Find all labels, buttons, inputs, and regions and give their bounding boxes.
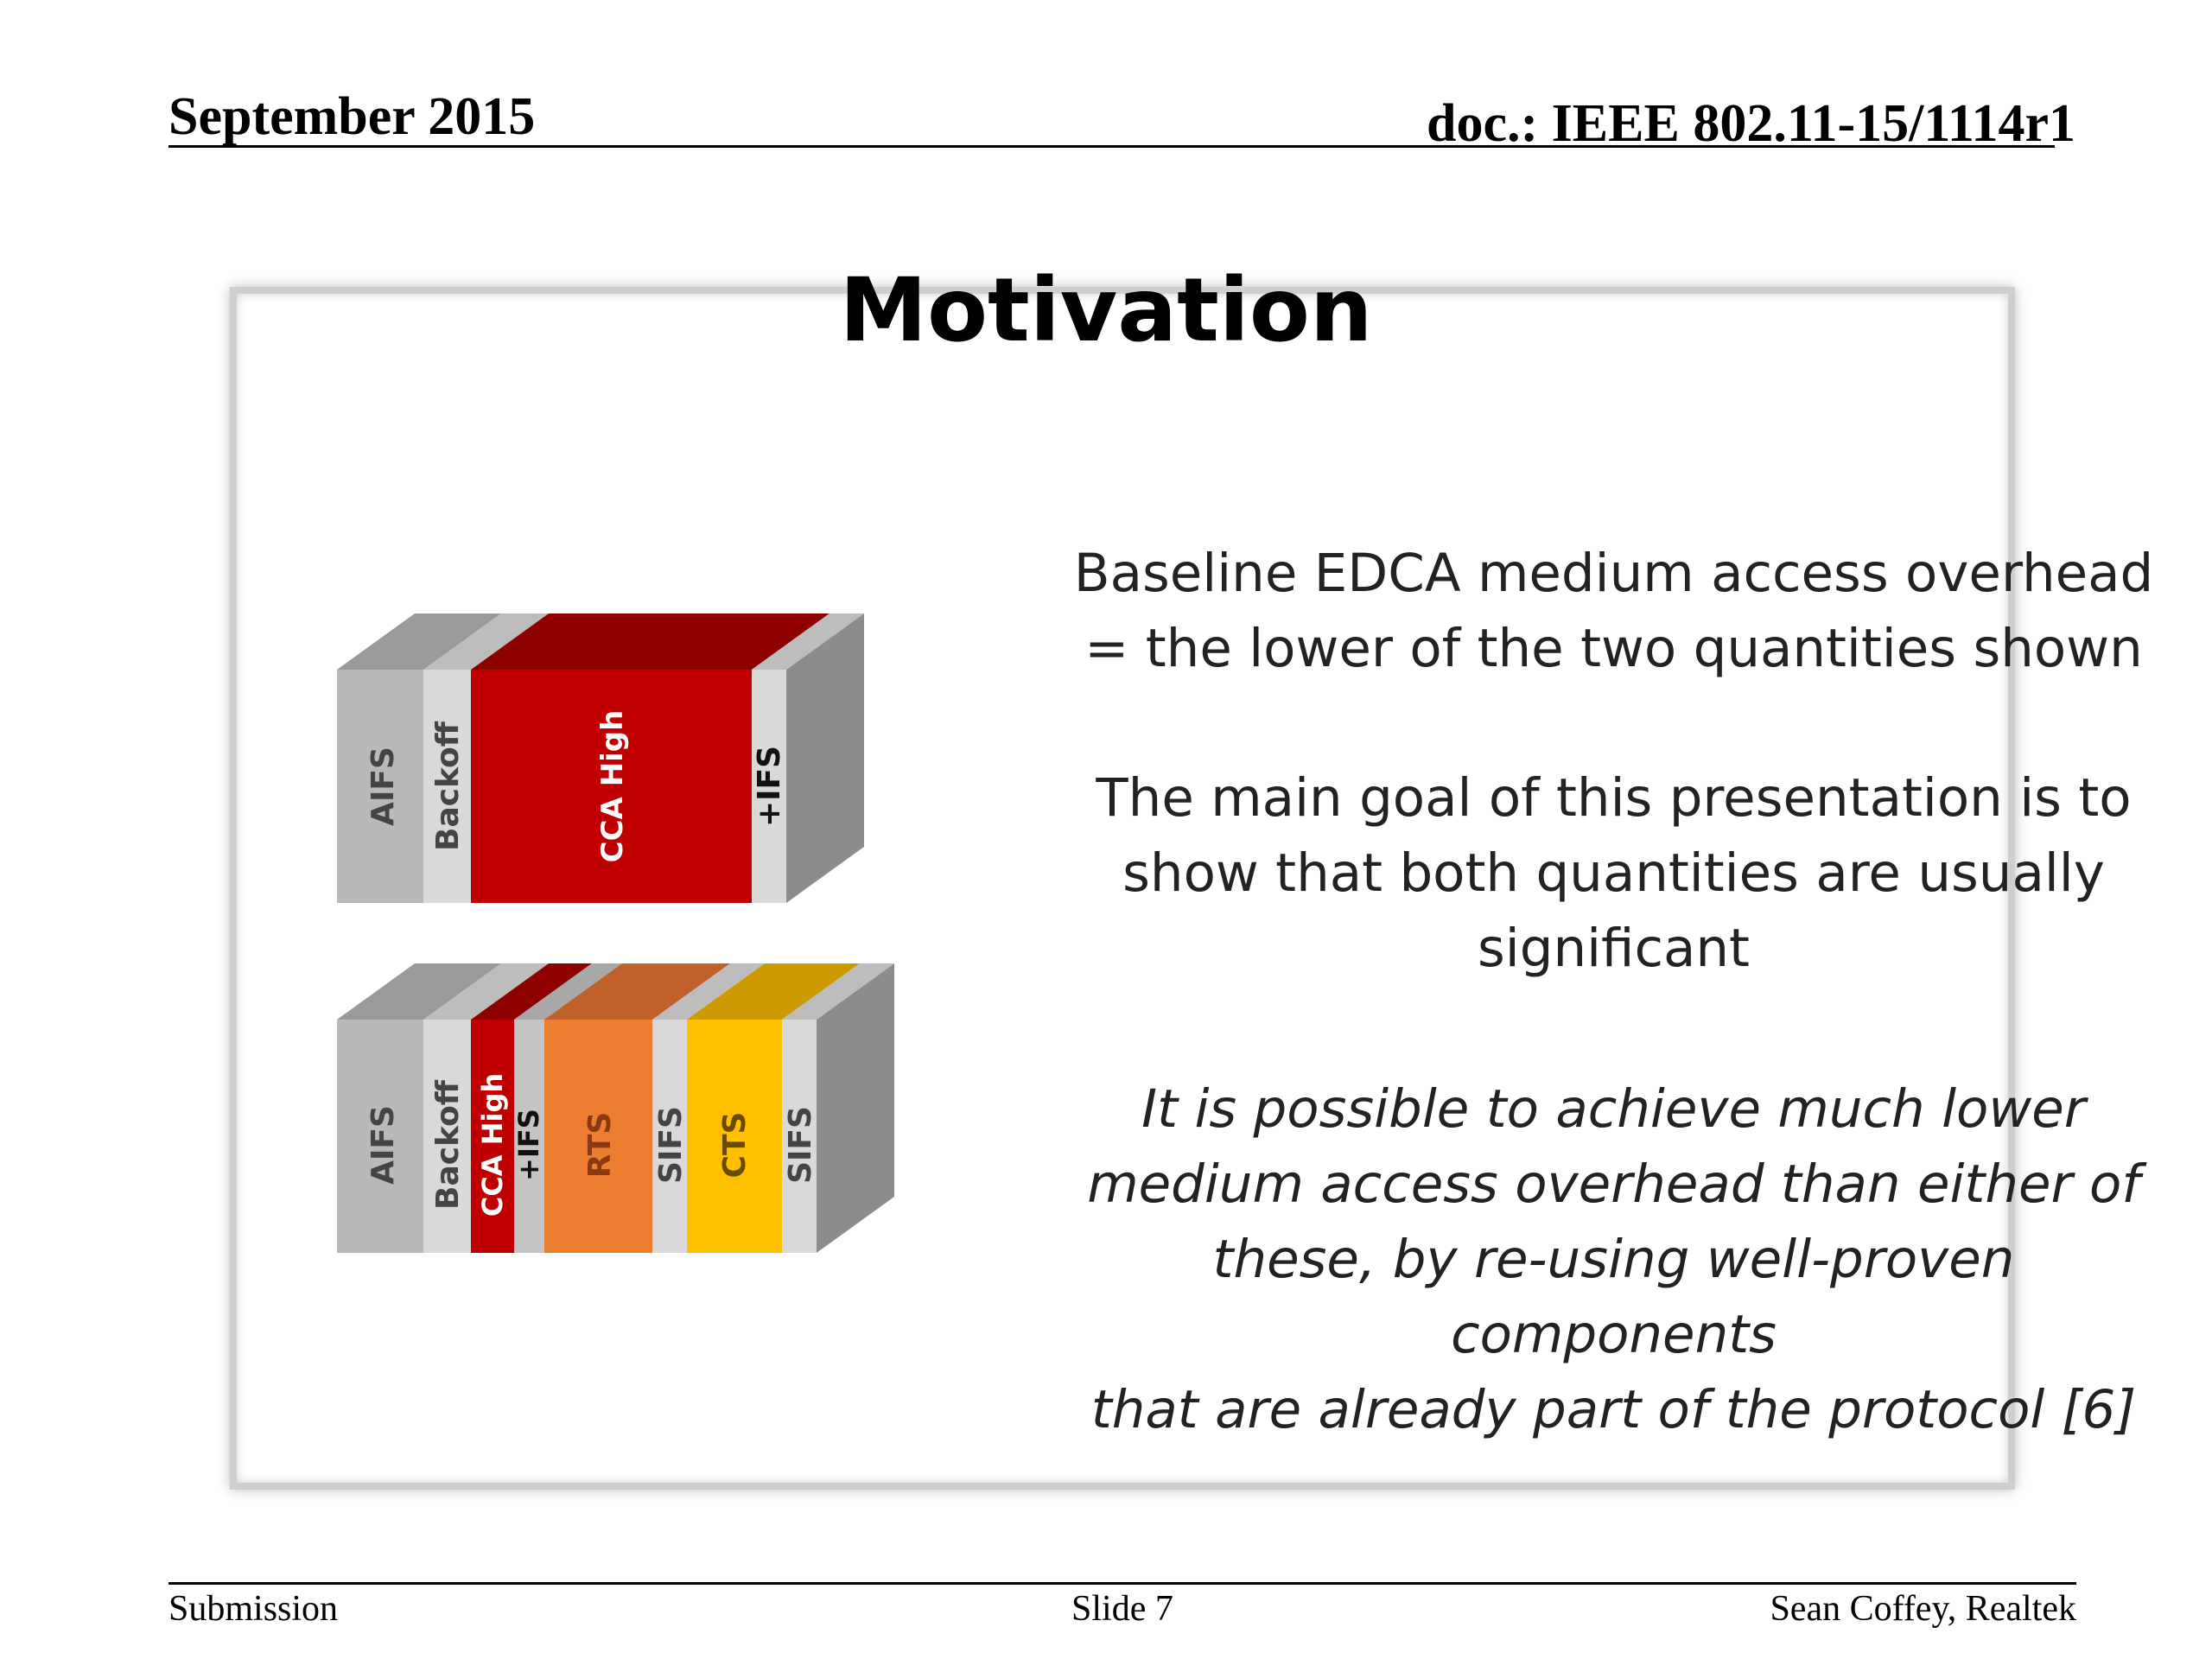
block2-top-cca <box>471 963 592 1020</box>
p2-line-3: significant <box>1478 918 1750 979</box>
block2-top-sifs2 <box>782 963 894 1020</box>
block2-label-aifs: AIFS <box>365 1105 401 1185</box>
block2-top-aifs <box>337 963 501 1020</box>
block2-front-aifs <box>337 1020 423 1253</box>
block1-top-cca <box>471 613 830 670</box>
block2-top-backoff <box>423 963 549 1020</box>
block1-label-cca-high: CCA High <box>595 710 630 863</box>
p3-line-1: It is possible to achieve much lower <box>1141 1078 2086 1140</box>
header-doc-id: doc.: IEEE 802.11-15/1114r1 <box>1427 94 2075 153</box>
slide-title: Motivation <box>839 259 1373 362</box>
block-baseline-edca: AIFS Backoff CCA High +IFS <box>337 613 864 903</box>
p1-line-2: = the lower of the two quantities shown <box>1084 618 2143 679</box>
block1-side-face <box>786 613 864 903</box>
block2-front-backoff <box>423 1020 471 1253</box>
block1-top-ifs <box>752 613 864 670</box>
block2-side-face <box>817 963 894 1253</box>
block2-top-rts <box>544 963 730 1020</box>
p2-line-1: The main goal of this presentation is to <box>1096 767 2132 829</box>
block1-front-backoff <box>423 670 471 903</box>
block1-front-aifs <box>337 670 423 903</box>
block2-top-ifs <box>514 963 622 1020</box>
block2-label-cca-high: CCA High <box>476 1073 509 1217</box>
block2-front-ifs <box>514 1020 544 1253</box>
block1-label-backoff: Backoff <box>430 721 466 851</box>
block2-label-rts: RTS <box>582 1112 618 1179</box>
p2-line-2: show that both quantities are usually <box>1122 842 2105 904</box>
block1-label-aifs: AIFS <box>365 747 401 826</box>
footer-author: Sean Coffey, Realtek <box>1770 1589 2076 1629</box>
p3-line-3: these, by re-using well-proven component… <box>1212 1229 2015 1365</box>
paragraph-main-goal: The main goal of this presentation is to… <box>1058 760 2169 986</box>
header-rule <box>168 145 2055 148</box>
block-rts-cts: AIFS Backoff CCA High +IFS RTS SIFS CTS … <box>337 963 894 1253</box>
block2-label-ifs: +IFS <box>512 1109 545 1181</box>
block2-front-rts <box>544 1020 652 1253</box>
block2-label-sifs2: SIFS <box>783 1106 818 1184</box>
paragraph-baseline-overhead: Baseline EDCA medium access overhead = t… <box>1058 536 2169 686</box>
block2-front-cts <box>687 1020 782 1253</box>
slide-frame <box>230 287 2015 1490</box>
block1-top-backoff <box>423 613 549 670</box>
block2-front-cca <box>471 1020 514 1253</box>
block1-front-ifs <box>752 670 786 903</box>
block2-label-cts: CTS <box>717 1112 753 1179</box>
block2-label-sifs1: SIFS <box>653 1106 689 1184</box>
block1-label-ifs: +IFS <box>752 746 787 827</box>
block2-top-cts <box>687 963 860 1020</box>
footer-slide-number: Slide 7 <box>1071 1589 1173 1629</box>
block2-front-sifs2 <box>782 1020 817 1253</box>
block1-top-aifs <box>337 613 501 670</box>
paragraph-conclusion: It is possible to achieve much lower med… <box>1058 1071 2169 1447</box>
p3-line-2: medium access overhead than either of <box>1087 1154 2140 1215</box>
block2-front-sifs1 <box>652 1020 687 1253</box>
p1-line-1: Baseline EDCA medium access overhead <box>1073 543 2154 604</box>
p3-line-4: that are already part of the protocol [6… <box>1090 1379 2137 1440</box>
header-date: September 2015 <box>168 87 536 146</box>
block2-top-sifs1 <box>652 963 765 1020</box>
block1-front-cca <box>471 670 752 903</box>
block2-label-backoff: Backoff <box>430 1079 466 1210</box>
footer-rule <box>168 1582 2076 1585</box>
footer-submission: Submission <box>168 1589 339 1629</box>
